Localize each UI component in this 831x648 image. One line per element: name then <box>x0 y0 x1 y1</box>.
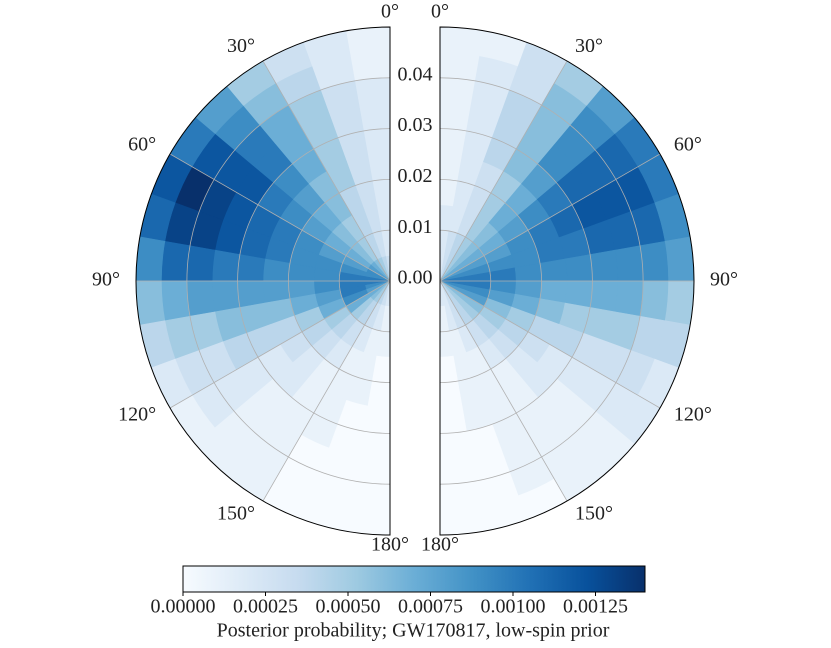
theta-tick-label: 0° <box>381 1 399 23</box>
heat-cell <box>439 102 472 132</box>
theta-tick-label: 30° <box>227 35 255 57</box>
angular-grid-line <box>262 280 391 502</box>
r-tick-label: 0.03 <box>398 114 433 136</box>
theta-tick-label: 90° <box>710 269 738 291</box>
heat-cell <box>363 405 391 434</box>
heat-cell <box>186 280 216 317</box>
heat-cell <box>439 405 467 434</box>
r-tick-label: 0.00 <box>398 267 433 289</box>
colorbar-tick-label: 0.00025 <box>233 596 298 618</box>
heat-cell <box>439 26 485 57</box>
heat-cell <box>237 254 266 282</box>
theta-tick-label: 90° <box>92 269 120 291</box>
angular-grid-line <box>169 280 391 409</box>
heat-cell <box>358 102 391 132</box>
angular-grid-line <box>262 60 391 282</box>
angular-grid-line <box>169 153 391 282</box>
angular-grid-line <box>439 153 661 282</box>
heat-cell <box>358 430 391 460</box>
theta-tick-label: 0° <box>431 1 449 23</box>
colorbar-label: Posterior probability; GW170817, low-spi… <box>217 620 610 642</box>
heat-cell <box>345 505 391 536</box>
heat-cell <box>161 280 191 322</box>
axes: 0° 30° 60° 90° 120° 150° 180° 0° 30° 60° 90° 120° 15… <box>92 1 738 556</box>
heat-cell <box>639 240 669 282</box>
colorbar-tick-label: 0.00100 <box>481 596 546 618</box>
heat-cell <box>439 480 481 510</box>
heat-cell <box>564 254 593 282</box>
angular-grid-line <box>439 280 568 502</box>
heat-cell <box>135 280 166 326</box>
theta-tick-label: 150° <box>575 502 613 524</box>
heat-cell <box>135 236 166 282</box>
theta-tick-label: 120° <box>674 404 712 426</box>
heat-cell <box>439 505 485 536</box>
colorbar-tick-label: 0.00050 <box>316 596 381 618</box>
theta-tick-label: 30° <box>575 35 603 57</box>
heat-cell <box>639 280 669 322</box>
heat-cell <box>439 430 472 460</box>
polar-frame <box>439 26 695 536</box>
heat-cell <box>354 455 391 485</box>
heat-cell <box>161 240 191 282</box>
heat-cell <box>354 77 391 107</box>
heat-cell <box>589 249 619 282</box>
colorbar-tick-label: 0.00000 <box>151 596 216 618</box>
heat-cell <box>186 245 216 282</box>
colorbar <box>182 565 646 593</box>
heat-cell <box>614 280 644 317</box>
theta-tick-label: 180° <box>371 534 409 556</box>
colorbar-tick-label: 0.00075 <box>398 596 463 618</box>
heat-cell <box>614 245 644 282</box>
heat-cell <box>664 280 695 326</box>
heat-cell <box>439 52 481 82</box>
heat-cell <box>589 280 619 313</box>
heat-cell <box>439 455 476 485</box>
heat-cell <box>349 480 391 510</box>
r-tick-label: 0.02 <box>398 165 433 187</box>
theta-tick-label: 180° <box>421 534 459 556</box>
r-tick-label: 0.01 <box>398 216 433 238</box>
heat-cell <box>345 26 391 57</box>
heat-cell <box>664 236 695 282</box>
heat-cell <box>211 280 241 313</box>
polar-frame <box>135 26 391 536</box>
theta-tick-label: 60° <box>674 134 702 156</box>
heat-cell <box>211 249 241 282</box>
r-tick-label: 0.04 <box>398 63 433 85</box>
theta-tick-label: 120° <box>118 404 156 426</box>
heat-cell <box>439 77 476 107</box>
heat-cell <box>349 52 391 82</box>
theta-tick-label: 60° <box>128 134 156 156</box>
angular-grid-line <box>439 60 568 282</box>
colorbar-tick-label: 0.00125 <box>563 596 628 618</box>
angular-grid-line <box>439 280 661 409</box>
theta-tick-label: 150° <box>217 502 255 524</box>
